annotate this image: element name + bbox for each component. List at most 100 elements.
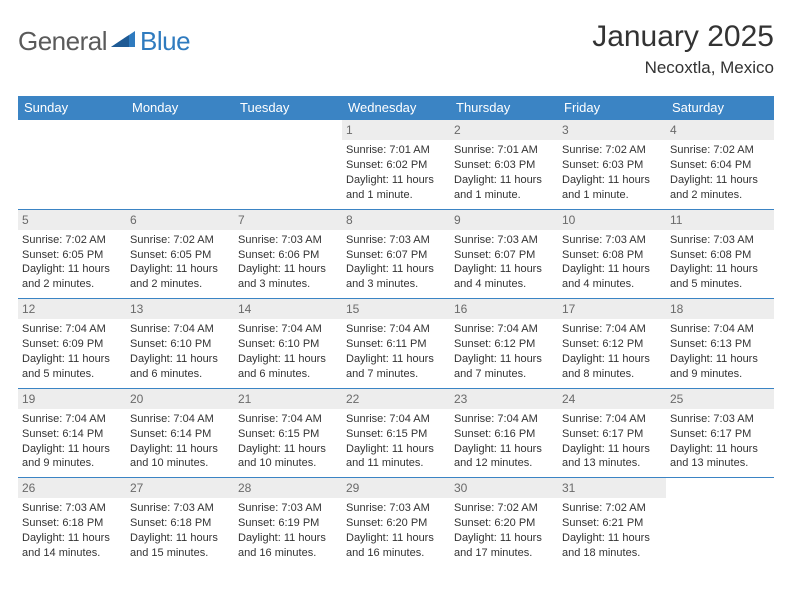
sunrise-line: Sunrise: 7:01 AM [346, 143, 446, 158]
daylight-line: Daylight: 11 hours and 5 minutes. [22, 352, 122, 382]
calendar-cell: 2Sunrise: 7:01 AMSunset: 6:03 PMDaylight… [450, 120, 558, 210]
calendar-cell: 21Sunrise: 7:04 AMSunset: 6:15 PMDayligh… [234, 388, 342, 478]
daylight-line: Daylight: 11 hours and 17 minutes. [454, 531, 554, 561]
day-number: 8 [342, 210, 450, 230]
daylight-line: Daylight: 11 hours and 10 minutes. [238, 442, 338, 472]
calendar-cell: 31Sunrise: 7:02 AMSunset: 6:21 PMDayligh… [558, 478, 666, 567]
sunset-line: Sunset: 6:03 PM [562, 158, 662, 173]
daylight-line: Daylight: 11 hours and 11 minutes. [346, 442, 446, 472]
daylight-line: Daylight: 11 hours and 9 minutes. [670, 352, 770, 382]
daylight-line: Daylight: 11 hours and 2 minutes. [130, 262, 230, 292]
sunrise-line: Sunrise: 7:02 AM [562, 143, 662, 158]
day-number: 21 [234, 389, 342, 409]
day-number: 1 [342, 120, 450, 140]
day-number: 19 [18, 389, 126, 409]
sunrise-line: Sunrise: 7:02 AM [130, 233, 230, 248]
sunset-line: Sunset: 6:11 PM [346, 337, 446, 352]
sunset-line: Sunset: 6:04 PM [670, 158, 770, 173]
calendar-cell: 19Sunrise: 7:04 AMSunset: 6:14 PMDayligh… [18, 388, 126, 478]
sunset-line: Sunset: 6:16 PM [454, 427, 554, 442]
day-header: Saturday [666, 96, 774, 120]
sunrise-line: Sunrise: 7:03 AM [130, 501, 230, 516]
sunset-line: Sunset: 6:13 PM [670, 337, 770, 352]
calendar-cell: 1Sunrise: 7:01 AMSunset: 6:02 PMDaylight… [342, 120, 450, 210]
calendar-cell: 3Sunrise: 7:02 AMSunset: 6:03 PMDaylight… [558, 120, 666, 210]
sunset-line: Sunset: 6:12 PM [454, 337, 554, 352]
header: General Blue January 2025 Necoxtla, Mexi… [18, 20, 774, 78]
calendar-cell: 28Sunrise: 7:03 AMSunset: 6:19 PMDayligh… [234, 478, 342, 567]
calendar-cell: 25Sunrise: 7:03 AMSunset: 6:17 PMDayligh… [666, 388, 774, 478]
sunrise-line: Sunrise: 7:04 AM [22, 412, 122, 427]
sunset-line: Sunset: 6:03 PM [454, 158, 554, 173]
day-header: Friday [558, 96, 666, 120]
sunset-line: Sunset: 6:17 PM [562, 427, 662, 442]
day-number: 31 [558, 478, 666, 498]
daylight-line: Daylight: 11 hours and 13 minutes. [562, 442, 662, 472]
sunset-line: Sunset: 6:05 PM [22, 248, 122, 263]
calendar-cell [18, 120, 126, 210]
calendar-cell: 26Sunrise: 7:03 AMSunset: 6:18 PMDayligh… [18, 478, 126, 567]
day-number: 30 [450, 478, 558, 498]
day-number: 24 [558, 389, 666, 409]
calendar-cell: 9Sunrise: 7:03 AMSunset: 6:07 PMDaylight… [450, 209, 558, 299]
sunset-line: Sunset: 6:10 PM [130, 337, 230, 352]
day-number: 3 [558, 120, 666, 140]
day-header: Monday [126, 96, 234, 120]
sunset-line: Sunset: 6:19 PM [238, 516, 338, 531]
calendar-cell: 22Sunrise: 7:04 AMSunset: 6:15 PMDayligh… [342, 388, 450, 478]
day-number: 13 [126, 299, 234, 319]
daylight-line: Daylight: 11 hours and 5 minutes. [670, 262, 770, 292]
calendar-cell: 18Sunrise: 7:04 AMSunset: 6:13 PMDayligh… [666, 299, 774, 389]
calendar-cell: 17Sunrise: 7:04 AMSunset: 6:12 PMDayligh… [558, 299, 666, 389]
day-number: 26 [18, 478, 126, 498]
brand-part1: General [18, 26, 107, 57]
calendar-week-row: 12Sunrise: 7:04 AMSunset: 6:09 PMDayligh… [18, 299, 774, 389]
sunrise-line: Sunrise: 7:03 AM [346, 501, 446, 516]
sunset-line: Sunset: 6:06 PM [238, 248, 338, 263]
sunset-line: Sunset: 6:12 PM [562, 337, 662, 352]
sunset-line: Sunset: 6:07 PM [346, 248, 446, 263]
daylight-line: Daylight: 11 hours and 7 minutes. [454, 352, 554, 382]
sunrise-line: Sunrise: 7:03 AM [22, 501, 122, 516]
sunset-line: Sunset: 6:05 PM [130, 248, 230, 263]
calendar-header-row: SundayMondayTuesdayWednesdayThursdayFrid… [18, 96, 774, 120]
sunrise-line: Sunrise: 7:03 AM [670, 412, 770, 427]
calendar-table: SundayMondayTuesdayWednesdayThursdayFrid… [18, 96, 774, 567]
calendar-cell: 10Sunrise: 7:03 AMSunset: 6:08 PMDayligh… [558, 209, 666, 299]
day-header: Tuesday [234, 96, 342, 120]
day-number: 27 [126, 478, 234, 498]
day-number: 6 [126, 210, 234, 230]
calendar-cell: 27Sunrise: 7:03 AMSunset: 6:18 PMDayligh… [126, 478, 234, 567]
daylight-line: Daylight: 11 hours and 4 minutes. [562, 262, 662, 292]
calendar-cell: 8Sunrise: 7:03 AMSunset: 6:07 PMDaylight… [342, 209, 450, 299]
day-number: 20 [126, 389, 234, 409]
daylight-line: Daylight: 11 hours and 6 minutes. [130, 352, 230, 382]
sunset-line: Sunset: 6:20 PM [346, 516, 446, 531]
daylight-line: Daylight: 11 hours and 3 minutes. [346, 262, 446, 292]
sunset-line: Sunset: 6:08 PM [670, 248, 770, 263]
day-number: 9 [450, 210, 558, 230]
daylight-line: Daylight: 11 hours and 16 minutes. [238, 531, 338, 561]
sunrise-line: Sunrise: 7:04 AM [670, 322, 770, 337]
sunrise-line: Sunrise: 7:03 AM [670, 233, 770, 248]
day-number: 12 [18, 299, 126, 319]
day-number: 2 [450, 120, 558, 140]
month-title: January 2025 [592, 20, 774, 54]
day-number: 5 [18, 210, 126, 230]
sunrise-line: Sunrise: 7:03 AM [454, 233, 554, 248]
sunrise-line: Sunrise: 7:02 AM [454, 501, 554, 516]
day-number: 10 [558, 210, 666, 230]
sunset-line: Sunset: 6:21 PM [562, 516, 662, 531]
daylight-line: Daylight: 11 hours and 12 minutes. [454, 442, 554, 472]
daylight-line: Daylight: 11 hours and 15 minutes. [130, 531, 230, 561]
daylight-line: Daylight: 11 hours and 13 minutes. [670, 442, 770, 472]
sunrise-line: Sunrise: 7:04 AM [238, 322, 338, 337]
sunset-line: Sunset: 6:07 PM [454, 248, 554, 263]
sunrise-line: Sunrise: 7:04 AM [454, 322, 554, 337]
calendar-cell [666, 478, 774, 567]
sunset-line: Sunset: 6:08 PM [562, 248, 662, 263]
sunrise-line: Sunrise: 7:02 AM [22, 233, 122, 248]
calendar-cell [234, 120, 342, 210]
sunset-line: Sunset: 6:09 PM [22, 337, 122, 352]
calendar-cell: 16Sunrise: 7:04 AMSunset: 6:12 PMDayligh… [450, 299, 558, 389]
